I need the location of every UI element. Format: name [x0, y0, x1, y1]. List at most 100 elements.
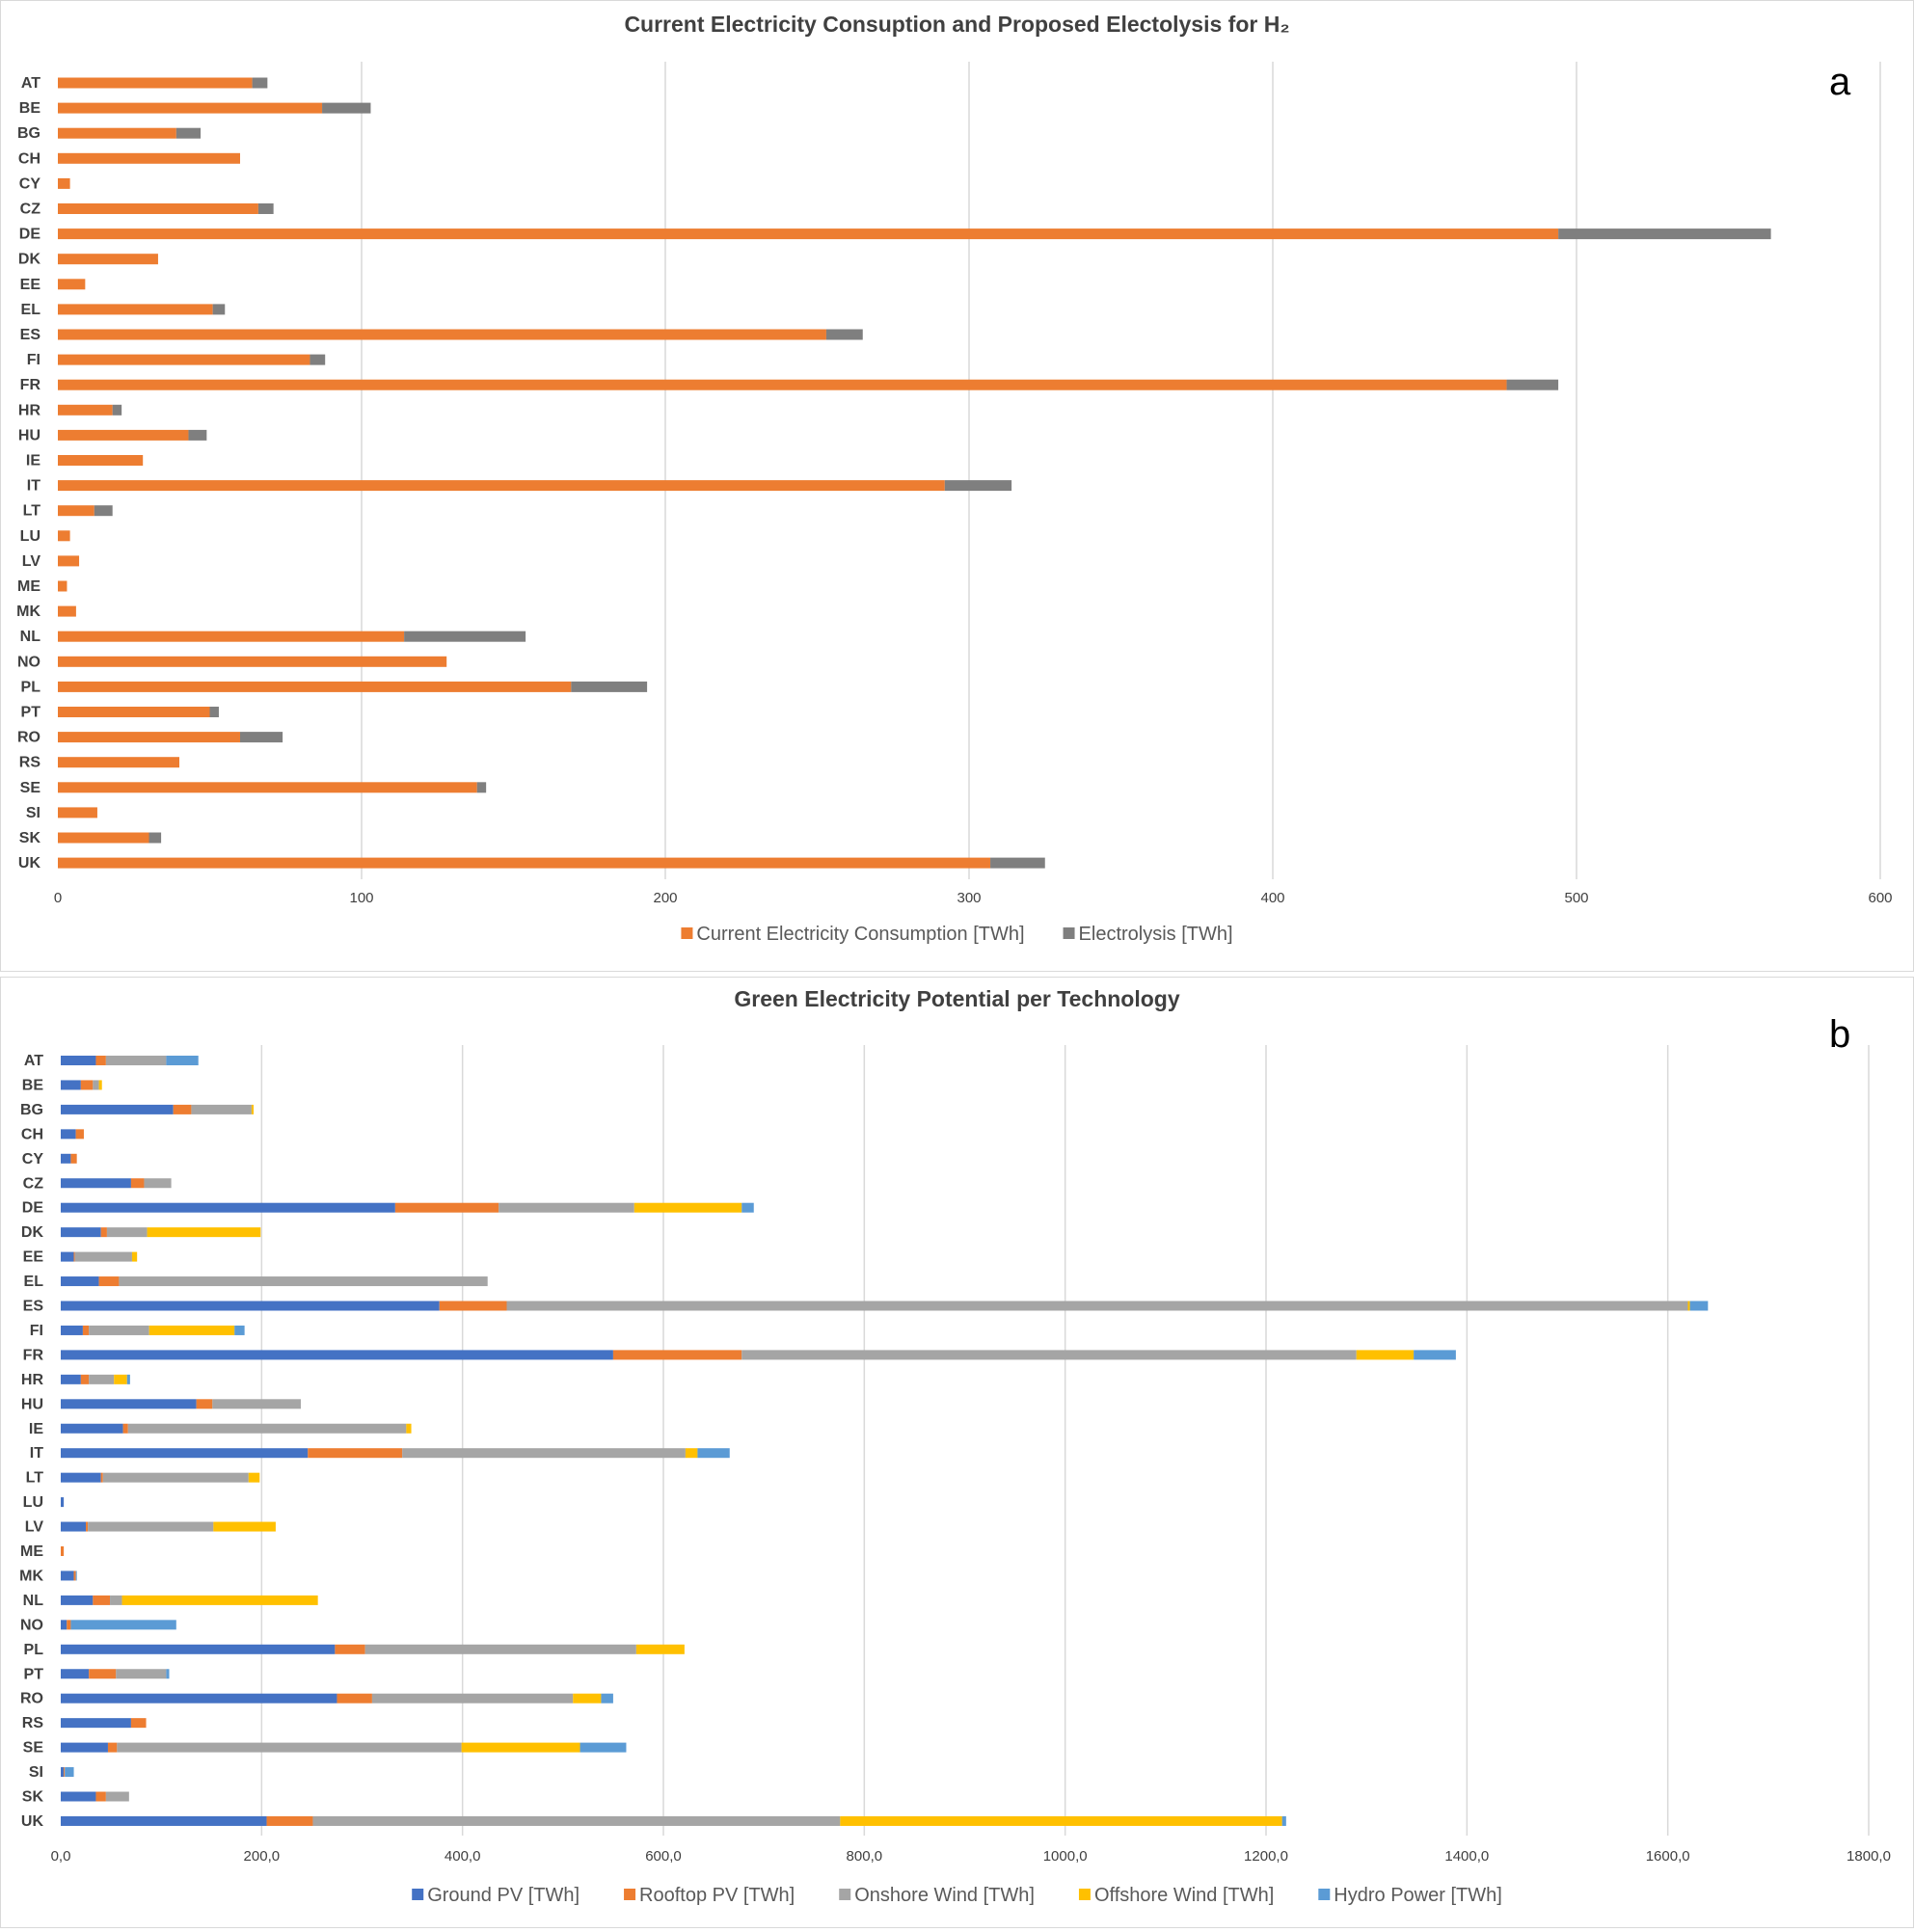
- chart-a-bar-segment: [257, 203, 274, 214]
- chart-b-bar-segment: [371, 1693, 574, 1704]
- chart-a-legend-swatch: [681, 927, 693, 939]
- chart-b-bar-segment: [61, 1251, 74, 1262]
- chart-a-bar-segment: [58, 832, 149, 844]
- chart-b-x-tick-label: 800,0: [847, 1848, 883, 1865]
- chart-b-bar-segment: [73, 1251, 75, 1262]
- chart-b-bar-segment: [685, 1448, 698, 1459]
- chart-a-category-label: LT: [23, 503, 41, 520]
- chart-b-bar-segment: [741, 1202, 754, 1213]
- chart-panel-b: Green Electricity Potential per Technolo…: [0, 977, 1914, 1928]
- chart-b-bar-segment: [251, 1104, 254, 1114]
- chart-b-bar-segment: [406, 1423, 412, 1434]
- chart-b-bar-segment: [93, 1595, 111, 1605]
- chart-b-bar-segment: [61, 1620, 67, 1630]
- chart-b-bar-segment: [61, 1693, 337, 1704]
- chart-b-category-label: BG: [20, 1102, 43, 1118]
- chart-b-category-label: IE: [29, 1421, 43, 1437]
- chart-b-category-label: CH: [21, 1126, 43, 1142]
- chart-b-bar-segment: [89, 1325, 149, 1335]
- chart-b-title: Green Electricity Potential per Technolo…: [734, 986, 1179, 1011]
- chart-a-bar-segment: [175, 127, 202, 139]
- chart-a-x-tick-label: 400: [1260, 890, 1284, 906]
- chart-b-bar-segment: [61, 1178, 131, 1189]
- chart-a-category-label: IE: [26, 453, 40, 470]
- chart-b-legend-label: Offshore Wind [TWh]: [1094, 1885, 1274, 1906]
- chart-a-legend: Current Electricity Consumption [TWh] Ele…: [681, 924, 1233, 945]
- chart-b-category-label: PL: [24, 1642, 44, 1658]
- chart-b-bar-segment: [107, 1742, 118, 1753]
- chart-a-x-tick-label: 100: [349, 890, 373, 906]
- chart-b-bar-segment: [102, 1472, 249, 1483]
- chart-a-category-label: RO: [17, 730, 40, 746]
- chart-a-bar-segment: [252, 77, 268, 89]
- chart-b-category-label: IT: [30, 1445, 43, 1462]
- chart-b-bar-segment: [212, 1399, 301, 1409]
- chart-b-category-label: UK: [21, 1813, 44, 1830]
- chart-a-panel-letter: a: [1829, 61, 1851, 103]
- chart-b-bar-segment: [61, 1153, 71, 1164]
- chart-a-category-label: ES: [20, 327, 41, 343]
- chart-b-bar-segment: [131, 1251, 138, 1262]
- chart-b-bar-segment: [248, 1472, 260, 1483]
- chart-b-category-label: PT: [24, 1666, 44, 1682]
- chart-a-category-label: CH: [18, 150, 40, 167]
- chart-b-legend: Ground PV [TWh] Rooftop PV [TWh] Onshore W…: [412, 1885, 1502, 1906]
- chart-b-category-label: DE: [22, 1200, 44, 1217]
- chart-a-category-label: RS: [19, 755, 41, 771]
- chart-a-category-label: FR: [20, 377, 41, 393]
- chart-b-bar-segment: [61, 1104, 174, 1114]
- chart-b-bar-segment: [110, 1595, 122, 1605]
- chart-a-bar-segment: [571, 681, 648, 692]
- chart-a-bar-segment: [310, 354, 326, 365]
- chart-panel-a: Current Electricity Consuption and Propo…: [0, 0, 1914, 972]
- chart-b-category-label: SI: [29, 1764, 43, 1781]
- chart-a-category-label: UK: [18, 855, 41, 872]
- chart-b-bar-segment: [61, 1350, 613, 1360]
- chart-b-legend-item: Ground PV [TWh]: [412, 1885, 580, 1906]
- chart-b-bar-segment: [61, 1815, 267, 1826]
- chart-a-category-label: PL: [21, 679, 41, 695]
- chart-a-category-label: EL: [21, 302, 41, 318]
- chart-b-bar-segment: [61, 1276, 99, 1287]
- chart-a-category-label: SE: [20, 780, 41, 796]
- chart-a-category-label: LV: [22, 553, 41, 570]
- chart-a-bar-segment: [58, 505, 94, 517]
- chart-a-category-label: EE: [20, 277, 41, 293]
- chart-b-bar-segment: [100, 1227, 107, 1238]
- chart-b-bar-segment: [308, 1448, 403, 1459]
- chart-a-bar-segment: [58, 480, 945, 492]
- chart-b-bar-segment: [148, 1325, 235, 1335]
- chart-a-x-tick-label: 300: [957, 890, 981, 906]
- chart-a-bar-segment: [58, 707, 210, 717]
- chart-a-legend-item: Current Electricity Consumption [TWh]: [681, 924, 1025, 945]
- chart-b-bar-segment: [82, 1325, 90, 1335]
- chart-b-bar-segment: [1414, 1350, 1456, 1360]
- chart-a-bar-segment: [58, 555, 80, 567]
- chart-a-bar-segment: [94, 505, 113, 517]
- chart-b-bar-segment: [499, 1202, 634, 1213]
- chart-b-category-label: EE: [23, 1249, 44, 1266]
- chart-b-category-label: BE: [22, 1077, 44, 1093]
- chart-a-bar-segment: [58, 379, 1507, 390]
- chart-a-category-label: CZ: [20, 201, 41, 218]
- chart-a-bar-segment: [476, 782, 487, 793]
- chart-b-bar-segment: [61, 1448, 309, 1459]
- chart-b-bar-segment: [70, 1620, 176, 1630]
- chart-b-bar-segment: [61, 1472, 101, 1483]
- chart-a-bar-segment: [58, 782, 477, 793]
- chart-b-category-label: ES: [23, 1299, 44, 1315]
- chart-b-category-label: FI: [30, 1323, 43, 1339]
- chart-b-bar-segment: [61, 1129, 76, 1140]
- chart-b-bar-segment: [612, 1350, 742, 1360]
- chart-b-category-label: CZ: [23, 1175, 44, 1192]
- chart-b-bar-segment: [61, 1056, 96, 1065]
- chart-b-bar-segment: [173, 1104, 192, 1114]
- chart-b-bar-segment: [213, 1521, 276, 1532]
- chart-b-bar-segment: [67, 1620, 71, 1630]
- chart-b-legend-label: Rooftop PV [TWh]: [639, 1885, 795, 1906]
- chart-b-bar-segment: [166, 1669, 170, 1679]
- chart-b-bar-segment: [61, 1669, 90, 1679]
- chart-b-bar-segment: [1689, 1301, 1709, 1311]
- chart-b-x-tick-label: 1000,0: [1043, 1848, 1088, 1865]
- chart-a-bar-segment: [58, 757, 179, 768]
